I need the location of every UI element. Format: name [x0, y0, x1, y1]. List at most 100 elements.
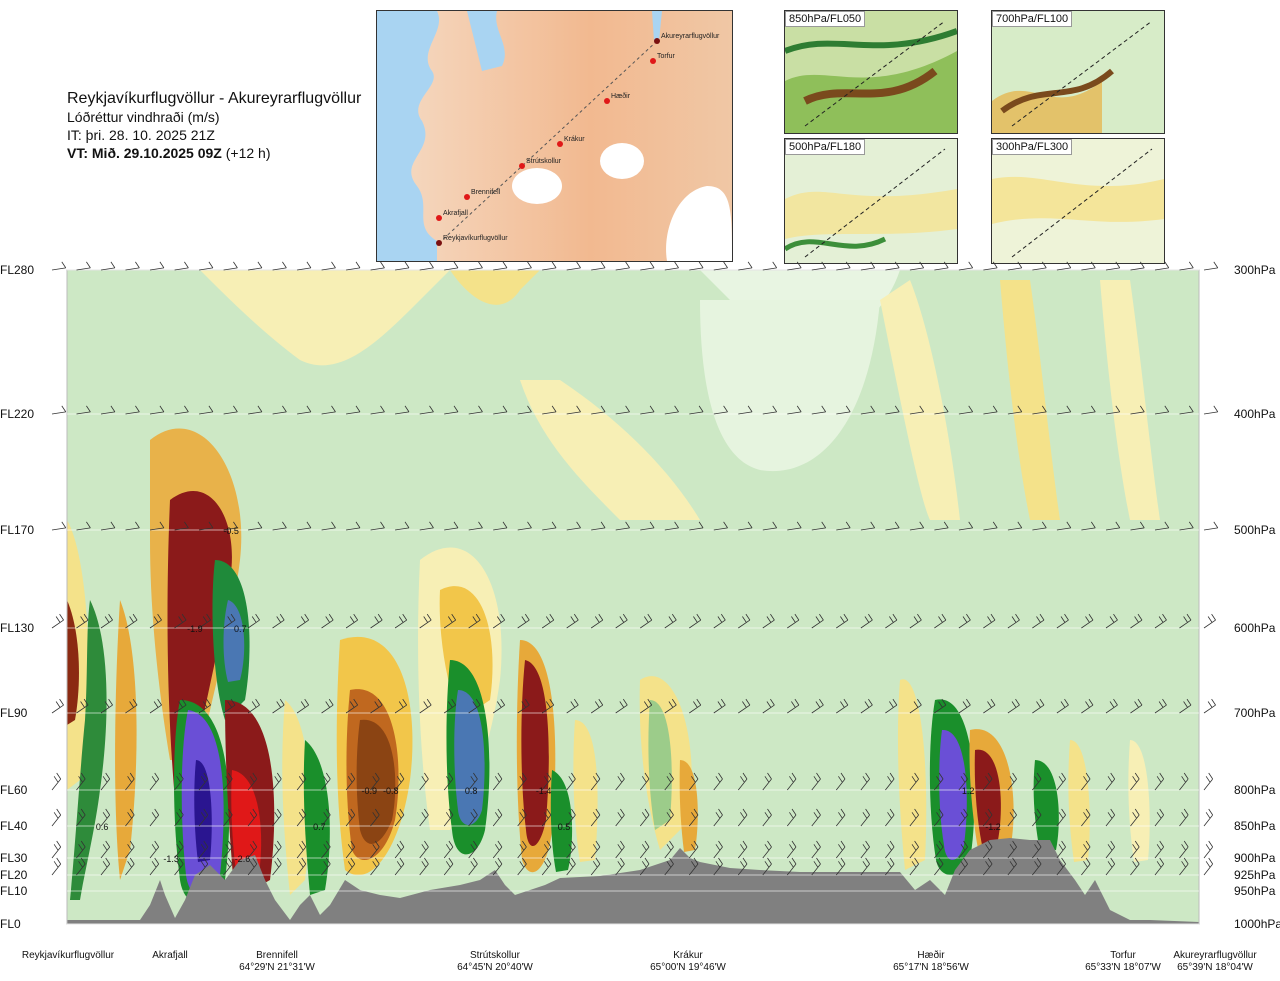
- wind-barbs-600: [51, 613, 1216, 629]
- route-point-marker: [557, 141, 563, 147]
- route-point-marker: [604, 98, 610, 104]
- route-map-svg: Akureyrarflugvöllur Torfur Hæðir Krákur Strú…: [377, 11, 732, 261]
- variable-title: Lóðréttur vindhraði (m/s): [67, 109, 220, 125]
- location-coord: 64°29'N 21°31'W: [239, 962, 315, 973]
- right-tick-label: 1000hPa: [1234, 917, 1280, 931]
- cell-left-red: [67, 600, 79, 725]
- location-label: Brennifell 64°29'N 21°31'W: [217, 950, 337, 974]
- band-upper-yellow-2: [450, 270, 540, 305]
- route-point-marker: [519, 163, 525, 169]
- location-name: Krákur: [673, 950, 703, 961]
- route-point-label: Strútskollur: [526, 158, 562, 165]
- left-tick-label: FL40: [0, 819, 28, 833]
- band-mid-yellow: [520, 380, 700, 520]
- route-point-label: Brennifell: [471, 189, 501, 196]
- mini-map-700: 700hPa/FL100: [991, 10, 1165, 134]
- right-tick-label: 600hPa: [1234, 621, 1276, 635]
- right-tick-label: 300hPa: [1234, 263, 1276, 277]
- left-tick-label: FL0: [0, 917, 21, 931]
- wind-barbs-500: [51, 521, 1219, 531]
- cell-krakur-orange: [679, 760, 698, 852]
- wind-barbs-850: [51, 808, 1214, 827]
- left-tick-label: FL30: [0, 851, 28, 865]
- location-coord: 65°00'N 19°46'W: [650, 962, 726, 973]
- terrain-profile: [67, 838, 1199, 924]
- location-name: Torfur: [1110, 950, 1136, 961]
- value-annotation: 0.6: [96, 822, 109, 832]
- mini-map-850-label: 850hPa/FL050: [785, 11, 866, 27]
- location-label: Akureyrarflugvöllur 65°39'N 18°04'W: [1155, 950, 1275, 974]
- value-annotation: 1.2: [962, 786, 975, 796]
- value-annotation: -1.9: [187, 624, 203, 634]
- location-coord: 65°17'N 18°56'W: [893, 962, 969, 973]
- fjord: [467, 11, 505, 71]
- cell-akrafjall-indigo: [194, 760, 212, 862]
- route-line: [438, 40, 658, 244]
- sea-west: [377, 11, 440, 261]
- route-point-marker: [654, 38, 660, 44]
- wind-barbs: [51, 261, 1219, 876]
- mini-map-850: 850hPa/FL050: [784, 10, 958, 134]
- route-point-label: Hæðir: [611, 92, 631, 100]
- route-point-marker: [436, 215, 442, 221]
- right-tick-label: 950hPa: [1234, 884, 1276, 898]
- route-point-label: Akrafjall: [443, 210, 468, 217]
- wind-barbs-300: [51, 261, 1219, 271]
- value-annotation: -1.3: [163, 854, 179, 864]
- value-annotation: -1.2: [985, 822, 1001, 832]
- band-upper-yellow-5: [1100, 280, 1160, 520]
- route-point-label: Akureyrarflugvöllur: [661, 33, 720, 40]
- mini-map-700-svg: [992, 11, 1164, 133]
- route-point-marker: [436, 240, 442, 246]
- route-point-label: Reykjavíkurflugvöllur: [443, 235, 508, 242]
- right-tick-label: 850hPa: [1234, 819, 1276, 833]
- value-annotation: -2.6: [235, 854, 251, 864]
- location-name: Hæðir: [917, 950, 945, 961]
- cell-brennifell-blue: [223, 600, 245, 682]
- glacier-hofsjokull: [600, 143, 644, 179]
- left-tick-label: FL280: [0, 263, 35, 277]
- cell-torfur-yellow: [1068, 740, 1090, 862]
- route-points: Akureyrarflugvöllur Torfur Hæðir Krákur Strú…: [436, 33, 720, 246]
- wind-barbs-925: [51, 857, 1214, 876]
- cell-strutskollur-east-green: [550, 770, 573, 872]
- route-point-marker: [650, 58, 656, 64]
- value-annotations: -0.5 -1.9 0.7 -0.9 -0.8 0.8 -1.4 1.2 0.6 0.7 0.5 -1…: [96, 526, 1001, 864]
- band-upper-yellow-1: [200, 270, 450, 366]
- mini-map-500: 500hPa/FL180: [784, 138, 958, 264]
- band-upper-pale-2: [700, 300, 880, 472]
- location-name: Akrafjall: [152, 950, 188, 961]
- right-tick-label: 400hPa: [1234, 407, 1276, 421]
- value-annotation: 0.5: [558, 822, 571, 832]
- left-tick-label: FL10: [0, 884, 28, 898]
- valid-time-line: VT: Mið. 29.10.2025 09Z (+12 h): [67, 144, 361, 162]
- left-tick-label: FL220: [0, 407, 35, 421]
- route-point-label: Krákur: [564, 136, 585, 143]
- cell-akureyri-yellow: [1128, 740, 1150, 862]
- value-annotation: 0.7: [313, 822, 326, 832]
- left-tick-label: FL20: [0, 868, 28, 882]
- route-point-label: Torfur: [657, 53, 676, 60]
- location-label: Krákur 65°00'N 19°46'W: [628, 950, 748, 974]
- route-map: Akureyrarflugvöllur Torfur Hæðir Krákur Strú…: [376, 10, 733, 262]
- wind-barbs-700: [51, 698, 1216, 714]
- right-tick-label: 800hPa: [1234, 783, 1276, 797]
- location-label: Reykjavíkurflugvöllur: [8, 950, 128, 962]
- value-annotation: 0.8: [465, 786, 478, 796]
- mini-map-850-svg: [785, 11, 957, 133]
- cell-haedir-red: [974, 749, 1001, 845]
- value-annotation: -0.5: [223, 526, 239, 536]
- chart-title-block: Reykjavíkurflugvöllur - Akureyrarflugvöl…: [67, 90, 361, 162]
- value-annotation: -0.8: [383, 786, 399, 796]
- value-annotation: -0.9: [361, 786, 377, 796]
- cell-torfur-green: [1033, 760, 1059, 852]
- lead-time: (+12 h): [225, 145, 271, 161]
- left-tick-label: FL60: [0, 783, 28, 797]
- location-label: Torfur 65°33'N 18°07'W: [1063, 950, 1183, 974]
- location-name: Brennifell: [256, 950, 298, 961]
- mini-map-500-svg: [785, 139, 957, 263]
- cell-yellow-mid1: [282, 700, 310, 895]
- mini-map-300-label: 300hPa/FL300: [992, 139, 1073, 155]
- vertical-velocity-field: [67, 270, 1199, 924]
